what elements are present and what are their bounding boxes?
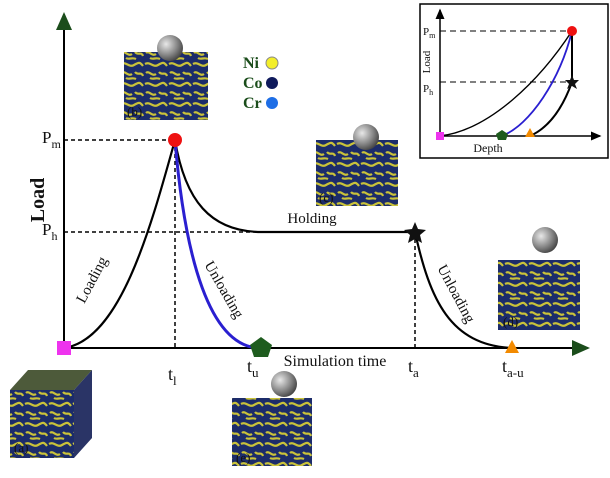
legend-swatch <box>266 57 278 69</box>
x-tick-label: ta <box>408 356 419 380</box>
annotation: Unloading <box>434 262 478 326</box>
page: Nanoindentation schematic html, body { m… <box>0 0 610 473</box>
y-tick-label: Ph <box>42 220 57 243</box>
text-part: m <box>51 137 61 151</box>
shape: (c) <box>319 190 333 205</box>
body: {"axes": {"y_label": "Load", "x_label": … <box>0 0 610 473</box>
start-marker <box>57 341 71 355</box>
text-part: h <box>51 229 57 243</box>
peak-marker <box>168 133 182 147</box>
diagram: Load Simulation time Pm Ph tl tu ta ta-u… <box>0 0 610 473</box>
text-part: P <box>42 128 51 147</box>
end-marker <box>250 337 272 357</box>
x-tick-label: tu <box>247 356 259 380</box>
panel-b: (b) <box>124 35 208 120</box>
shape <box>353 124 379 150</box>
panel-e: (e) <box>232 371 312 466</box>
x-tick-label: tl <box>168 364 177 388</box>
final-marker <box>505 340 519 353</box>
text-part: a <box>413 365 419 380</box>
shape: (d) <box>503 314 518 329</box>
text-part: u <box>252 365 259 380</box>
text-part: a-u <box>507 365 524 380</box>
shape: (b) <box>127 104 142 119</box>
annotation: Unloading <box>201 259 247 322</box>
shape <box>157 35 183 61</box>
legend-label: Co <box>243 75 263 92</box>
text-part: l <box>173 373 177 388</box>
unloading-curve <box>175 140 258 348</box>
text-part: h <box>429 88 433 97</box>
annotation: Loading <box>74 254 112 306</box>
text-part: m <box>429 31 436 40</box>
shape <box>567 26 577 36</box>
inset-x-label: Depth <box>473 141 502 155</box>
legend-swatch <box>266 97 278 109</box>
shape: (e) <box>236 450 250 465</box>
annotation: Holding <box>287 211 337 227</box>
shape <box>436 132 444 140</box>
x-axis-label: Simulation time <box>284 353 387 370</box>
y-axis-label: Load <box>27 178 49 222</box>
x-tick-label: ta-u <box>502 356 524 380</box>
shape <box>532 227 558 253</box>
inset: Load Depth Pm Ph <box>420 4 608 158</box>
legend-swatch <box>266 77 278 89</box>
panel-d: (d) <box>498 227 580 330</box>
inset-y-label: Load <box>421 50 433 73</box>
shape <box>271 371 297 397</box>
legend-label: Ni <box>243 55 260 72</box>
panel-c: (c) <box>316 124 398 206</box>
shape: (a) <box>14 440 28 455</box>
legend-label: Cr <box>243 95 262 112</box>
y-tick-label: Pm <box>42 128 61 151</box>
panel-a: (a) <box>10 370 92 458</box>
text-part: P <box>42 220 51 239</box>
loading-curve <box>64 140 175 348</box>
